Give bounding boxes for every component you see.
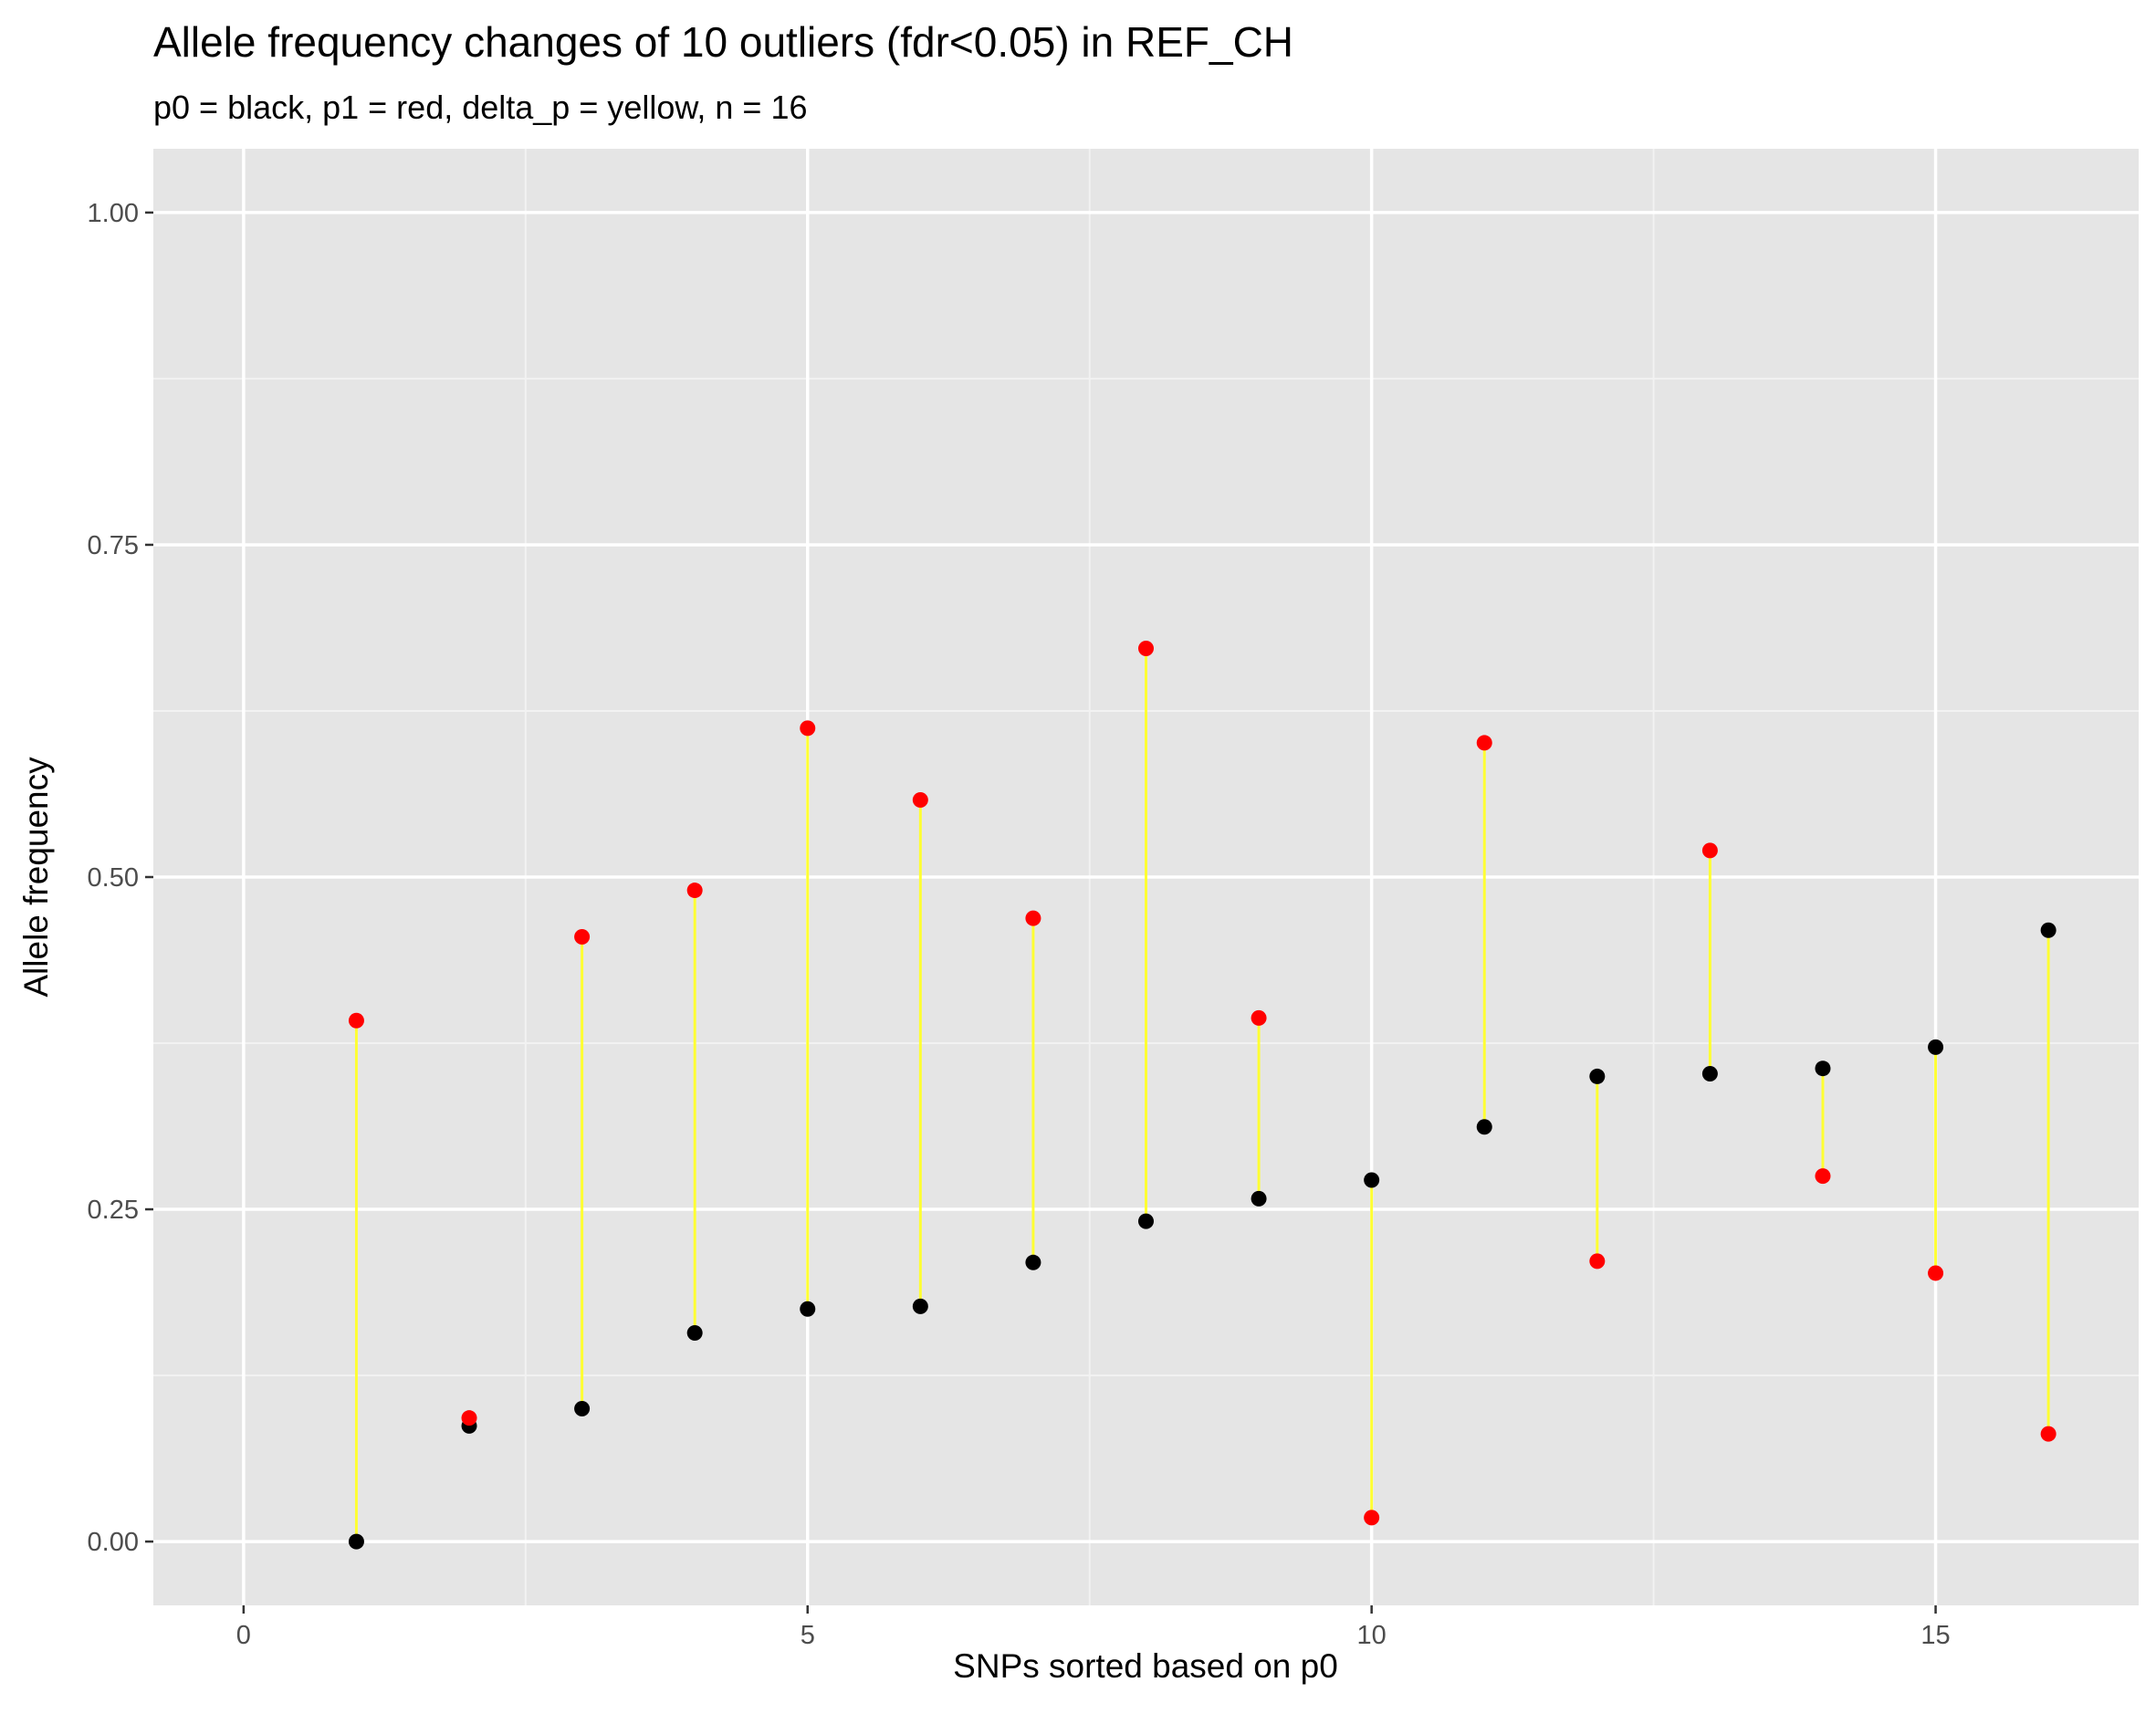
x-tick-label: 0 bbox=[236, 1621, 251, 1650]
p0-point bbox=[1815, 1061, 1831, 1077]
p1-point bbox=[1476, 735, 1492, 751]
p1-point bbox=[1138, 641, 1154, 657]
p1-point bbox=[1928, 1265, 1944, 1281]
p0-point bbox=[1928, 1039, 1944, 1055]
p0-point bbox=[912, 1298, 928, 1314]
p1-point bbox=[2040, 1426, 2057, 1442]
p1-point bbox=[348, 1012, 364, 1029]
p1-point bbox=[461, 1410, 477, 1426]
y-tick-label: 0.00 bbox=[88, 1528, 139, 1557]
p0-point bbox=[348, 1533, 364, 1550]
p1-point bbox=[1364, 1510, 1380, 1526]
data-points bbox=[348, 641, 2057, 1550]
p0-point bbox=[574, 1400, 591, 1416]
p0-point bbox=[800, 1301, 816, 1317]
x-axis-title: SNPs sorted based on p0 bbox=[953, 1647, 1338, 1685]
x-tick-label: 5 bbox=[801, 1621, 815, 1650]
chart-title: Allele frequency changes of 10 outliers … bbox=[153, 18, 1293, 66]
p1-point bbox=[1025, 910, 1041, 926]
p0-point bbox=[686, 1324, 703, 1341]
x-tick-label: 10 bbox=[1357, 1621, 1387, 1650]
y-axis-title: Allele frequency bbox=[17, 757, 55, 998]
x-tick-label: 15 bbox=[1921, 1621, 1950, 1650]
p1-point bbox=[1251, 1009, 1267, 1026]
p0-point bbox=[1251, 1190, 1267, 1207]
p0-point bbox=[1138, 1213, 1154, 1229]
p0-point bbox=[1025, 1254, 1041, 1270]
y-tick-label: 0.25 bbox=[88, 1196, 139, 1225]
y-tick-label: 0.50 bbox=[88, 863, 139, 893]
p1-point bbox=[1589, 1253, 1606, 1269]
p0-point bbox=[1701, 1066, 1718, 1082]
p1-point bbox=[800, 720, 816, 737]
axis-ticks bbox=[145, 211, 1937, 1614]
p1-point bbox=[686, 883, 703, 899]
p0-point bbox=[2040, 922, 2057, 938]
y-tick-label: 0.75 bbox=[88, 531, 139, 560]
p0-point bbox=[1364, 1172, 1380, 1188]
p1-point bbox=[574, 929, 591, 946]
p1-point bbox=[912, 792, 928, 809]
p1-point bbox=[1701, 842, 1718, 859]
p1-point bbox=[1815, 1168, 1831, 1185]
chart-subtitle: p0 = black, p1 = red, delta_p = yellow, … bbox=[153, 89, 808, 126]
p0-point bbox=[1476, 1119, 1492, 1135]
p0-point bbox=[1589, 1068, 1606, 1084]
axis-tick-labels: 0 5 10 15 0.00 0.25 0.50 0.75 1.00 bbox=[88, 199, 1951, 1650]
y-tick-label: 1.00 bbox=[88, 199, 139, 228]
